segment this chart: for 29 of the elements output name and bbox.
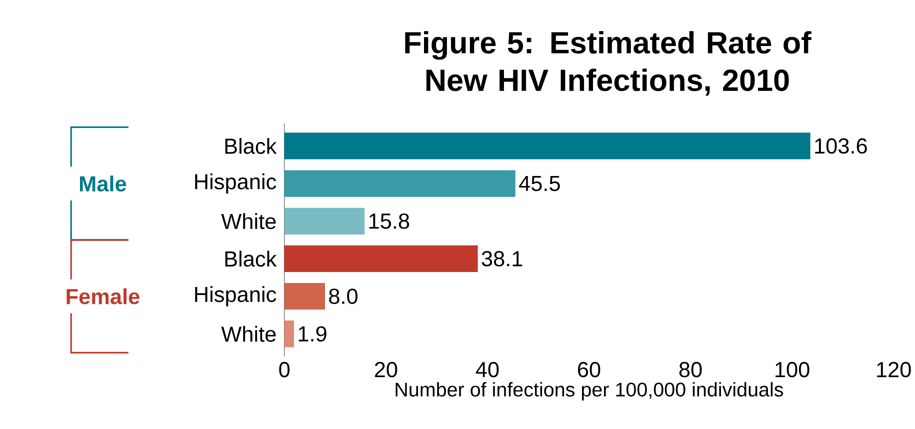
chart-title: Figure 5: Estimated Rate of New HIV Infections, 2010 <box>405 31 812 96</box>
x-tick-label: 40 <box>476 362 499 378</box>
y-tick-label: Black <box>225 250 277 267</box>
bar <box>284 208 365 235</box>
bar <box>284 132 810 160</box>
x-tick-label: 100 <box>776 362 810 378</box>
x-tick-label: 80 <box>679 362 702 378</box>
x-axis-title: Number of infections per 100,000 individuals <box>396 382 784 401</box>
bar <box>284 246 478 272</box>
y-tick-label: Hispanic <box>195 174 276 194</box>
text: Male <box>80 176 126 192</box>
y-tick-label: Black <box>225 138 277 154</box>
bar <box>284 170 516 198</box>
y-tick-label: White <box>221 326 276 342</box>
data-label: 8.0 <box>329 288 358 304</box>
y-tick-label: White <box>221 213 276 230</box>
data-label: 45.5 <box>519 176 560 192</box>
data-label: 1.9 <box>298 326 326 342</box>
data-label: 103.6 <box>815 138 867 154</box>
text: Female <box>66 288 140 305</box>
y-tick-label: Hispanic <box>195 286 276 307</box>
data-label: 15.8 <box>369 214 410 230</box>
bar <box>284 320 294 348</box>
bar <box>284 283 325 310</box>
x-tick-label: 0 <box>279 362 290 378</box>
x-tick-label: 20 <box>374 362 398 378</box>
data-label: 38.1 <box>482 251 522 267</box>
x-tick-label: 60 <box>578 362 600 378</box>
x-tick-label: 120 <box>877 362 911 378</box>
